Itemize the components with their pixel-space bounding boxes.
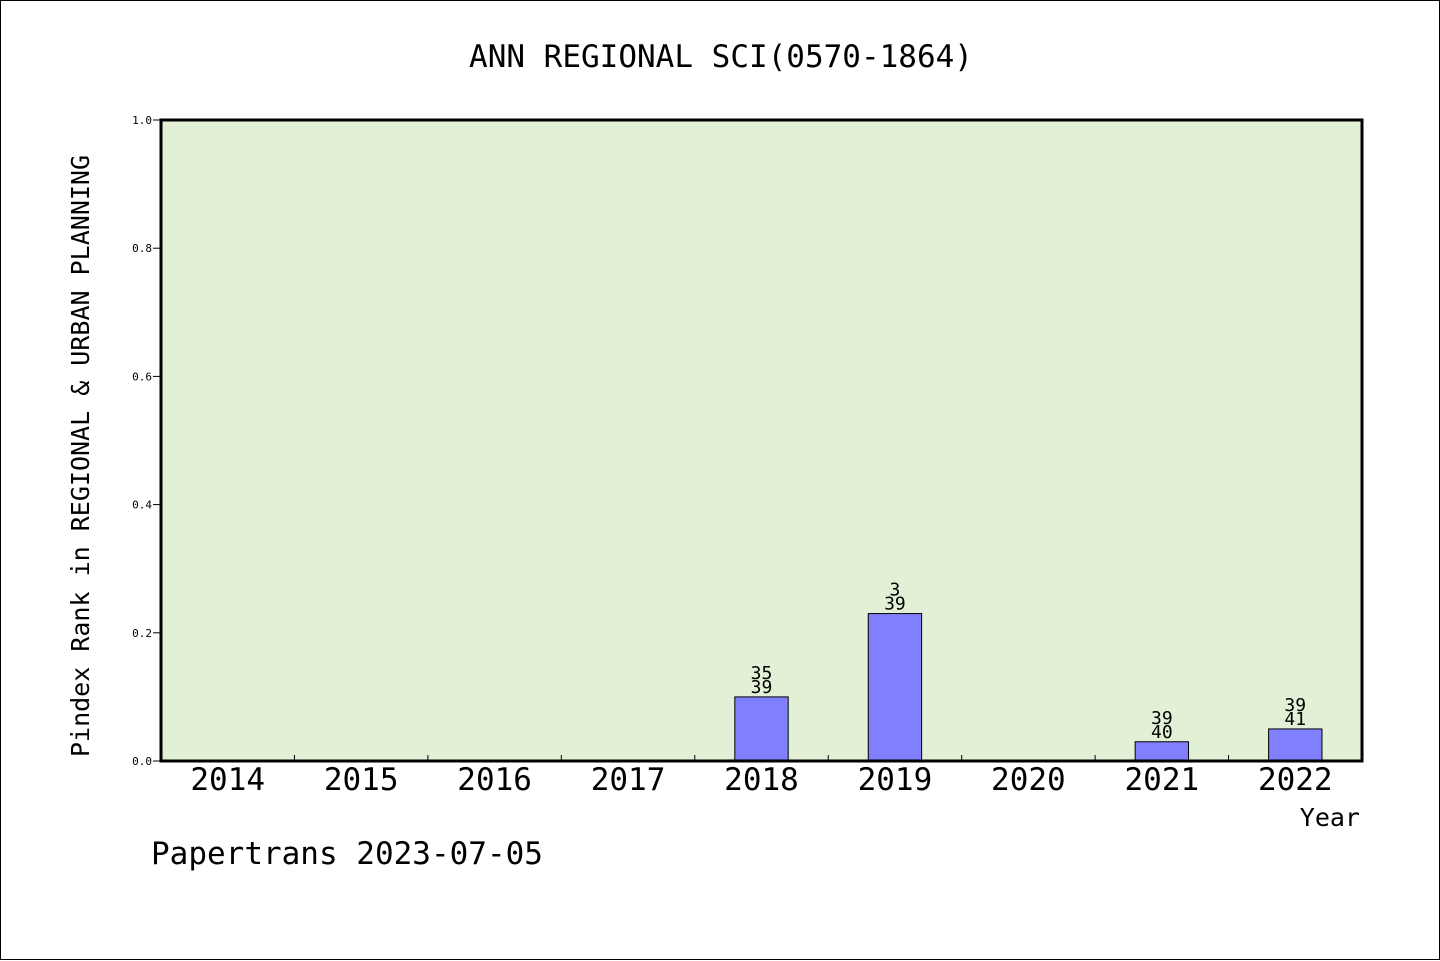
bar [734,696,789,762]
y-axis-label: Pindex Rank in REGIONAL & URBAN PLANNING [66,155,95,757]
x-tick-label: 2015 [324,762,399,798]
chart-title: ANN REGIONAL SCI(0570-1864) [469,39,973,75]
plot-area [161,120,1362,761]
bar-label-rank: 3 [890,580,901,601]
x-tick-label: 2016 [457,762,532,798]
bar-label-total: 39 [751,677,773,698]
x-tick-label: 2014 [190,762,265,798]
bar-label-total: 41 [1284,709,1306,730]
x-axis: 2014 2015 2016 2017 2018 2019 2020 2021 2022 [190,755,1333,798]
x-tick-label: 2017 [591,762,666,798]
x-tick-label: 2019 [858,762,933,798]
bars [734,613,1323,762]
bar-label-total: 40 [1151,722,1173,743]
x-tick-label: 2021 [1125,762,1200,798]
y-tick-label: 0.8 [132,242,152,255]
bar-label-rank: 39 [1284,695,1306,716]
bar [867,613,923,762]
bar-label-rank: 39 [1151,708,1173,729]
x-tick-label: 2022 [1258,762,1333,798]
bar-label-total: 39 [884,594,906,615]
y-tick-label: 1.0 [132,114,152,127]
x-tick-label: 2020 [991,762,1066,798]
plot-border [159,118,1364,763]
y-tick-label: 0.4 [132,499,152,512]
bar [1268,728,1323,762]
bar-label-rank: 35 [751,663,773,684]
bar [1134,741,1190,762]
x-tick-label: 2018 [724,762,799,798]
y-tick-label: 0.2 [132,627,152,640]
footer-text: Papertrans 2023-07-05 [151,836,543,872]
y-tick-label: 0.6 [132,370,152,383]
y-tick-label: 0.0 [132,755,152,768]
x-axis-label: Year [1300,803,1360,832]
y-axis: 0.0 0.2 0.4 0.6 0.8 1.0 [132,114,161,768]
